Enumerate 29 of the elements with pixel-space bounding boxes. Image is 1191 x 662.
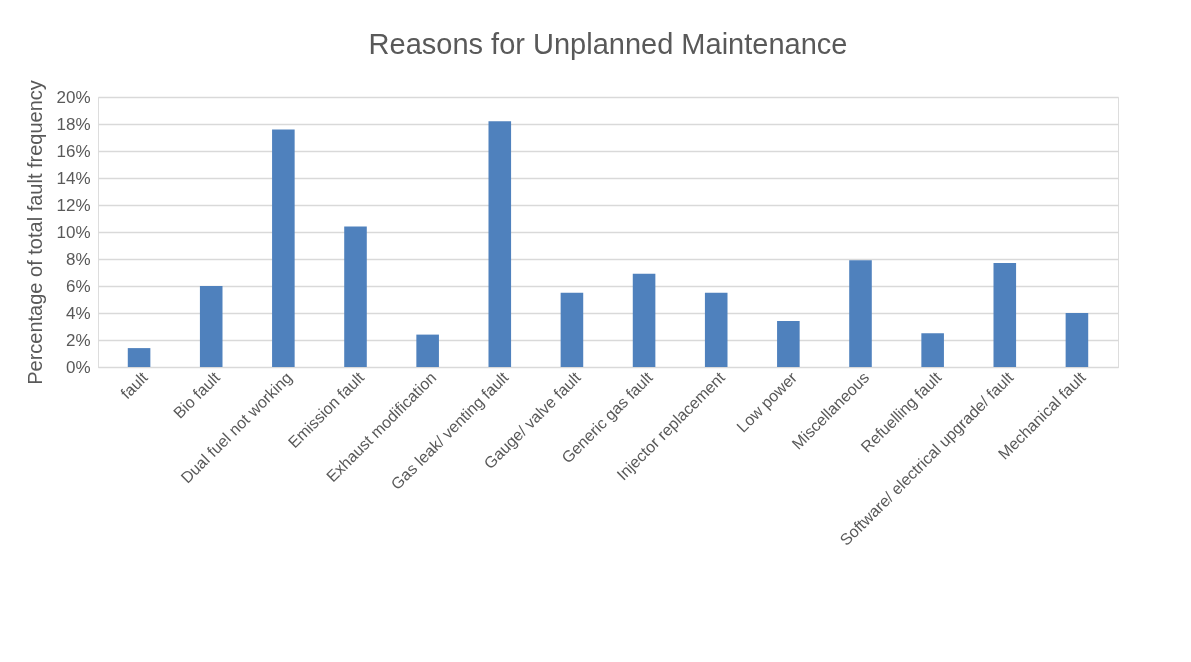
- bar: [704, 292, 728, 367]
- y-tick-label: 0%: [65, 357, 91, 377]
- bar: [488, 121, 512, 367]
- y-tick-label: 8%: [65, 249, 91, 269]
- bar: [849, 260, 872, 367]
- y-tick-label: 20%: [56, 87, 91, 107]
- bar: [560, 292, 584, 367]
- y-tick-label: 4%: [65, 303, 91, 323]
- bar: [921, 333, 944, 367]
- y-tick-label: 6%: [65, 276, 91, 296]
- y-axis-title: Percentage of total fault frequency: [24, 80, 47, 385]
- x-tick-label: Bio fault: [170, 368, 224, 422]
- x-tick-label: fault: [117, 368, 152, 403]
- bar: [272, 129, 295, 367]
- bar: [416, 334, 439, 367]
- y-tick-label: 16%: [56, 141, 91, 161]
- bar: [344, 226, 367, 367]
- bar: [127, 348, 151, 367]
- y-tick-label: 18%: [56, 114, 91, 134]
- bar: [199, 286, 223, 367]
- y-tick-label: 10%: [56, 222, 91, 242]
- y-tick-label: 14%: [56, 168, 91, 188]
- bar: [993, 263, 1017, 367]
- chart-title: Reasons for Unplanned Maintenance: [368, 27, 848, 60]
- bar: [777, 321, 800, 367]
- y-tick-label: 12%: [56, 195, 91, 215]
- bar: [1065, 313, 1089, 367]
- y-tick-label: 2%: [65, 330, 91, 350]
- bar: [632, 273, 656, 367]
